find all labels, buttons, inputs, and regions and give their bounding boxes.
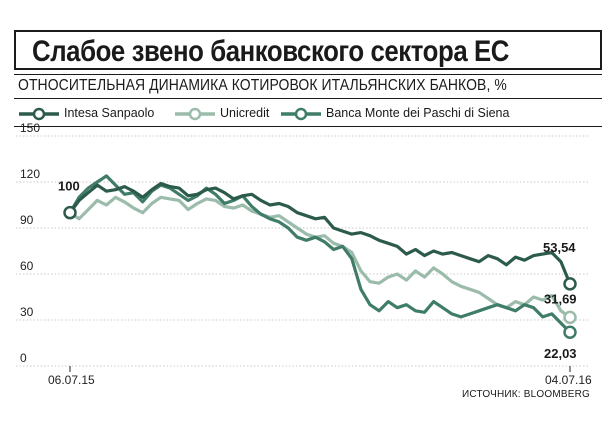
legend-label-unicredit: Unicredit [220, 106, 270, 120]
end-point-marker-0 [563, 277, 577, 291]
series-line-2 [68, 174, 572, 334]
y-tick-label: 30 [20, 305, 34, 319]
chart-subtitle: ОТНОСИТЕЛЬНАЯ ДИНАМИКА КОТИРОВОК ИТАЛЬЯН… [18, 77, 507, 94]
end-value-label-2: 22,03 [544, 346, 577, 361]
end-value-label-0: 53,54 [543, 240, 576, 255]
legend-swatch-unicredit [175, 107, 215, 121]
y-tick-label: 60 [20, 259, 34, 273]
end-point-marker-2 [563, 325, 577, 339]
top-rule [14, 74, 602, 75]
subtitle-rule [14, 98, 602, 99]
chart-title: Слабое звено банковского сектора ЕС [32, 35, 509, 68]
y-tick-label: 150 [20, 121, 40, 135]
start-value-label: 100 [58, 179, 80, 194]
end-point-marker-1 [563, 310, 577, 325]
x-tick-label-end: 04.07.16 [545, 373, 592, 387]
end-value-label-1: 31,69 [544, 291, 577, 306]
legend-swatch-mps [281, 107, 321, 121]
series-line-0 [68, 181, 572, 286]
legend-swatch-intesa [19, 107, 59, 121]
start-point-marker [63, 205, 77, 220]
y-tick-label: 0 [20, 351, 27, 365]
y-tick-label: 90 [20, 213, 34, 227]
source-note: ИСТОЧНИК: BLOOMBERG [461, 389, 590, 400]
x-tick-label-start: 06.07.15 [48, 373, 95, 387]
series-line-1 [68, 195, 572, 319]
legend-rule [14, 126, 602, 127]
y-tick-label: 120 [20, 167, 40, 181]
legend-label-intesa: Intesa Sanpaolo [64, 106, 155, 120]
legend-label-mps: Banca Monte dei Paschi di Siena [326, 106, 510, 120]
title-box: Слабое звено банковского сектора ЕС [14, 30, 602, 70]
